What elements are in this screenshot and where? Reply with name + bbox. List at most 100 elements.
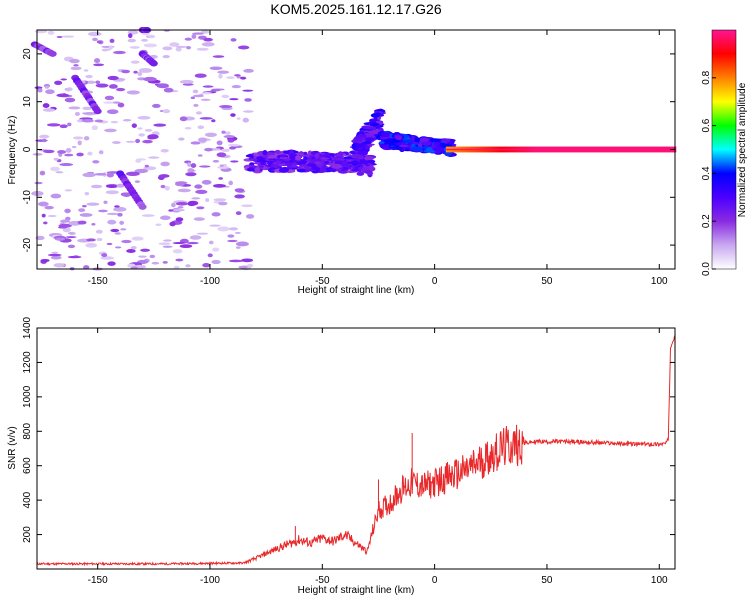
heatmap-cell (73, 255, 79, 258)
heatmap-cell (187, 201, 197, 207)
heatmap-cell (106, 242, 113, 246)
heatmap-cell (108, 45, 113, 50)
heatmap-cell (153, 123, 167, 127)
heatmap-cell (107, 219, 117, 225)
heatmap-cell (113, 50, 126, 55)
heatmap-cell (158, 242, 171, 246)
heatmap-cell (137, 71, 143, 77)
heatmap-cell (74, 111, 80, 116)
heatmap-cell (244, 98, 252, 102)
heatmap-cell (135, 138, 141, 144)
heatmap-cell (370, 113, 381, 118)
heatmap-cell (151, 261, 160, 265)
heatmap-cell (200, 30, 210, 34)
heatmap-cell (162, 109, 171, 114)
colorbar-tick-label: 0.6 (701, 118, 712, 132)
heatmap-cell (47, 214, 57, 218)
heatmap-cell (147, 134, 159, 140)
heatmap-cell (134, 180, 141, 184)
heatmap-cell (364, 145, 370, 150)
heatmap-cell (171, 202, 176, 208)
heatmap-cell (389, 145, 395, 148)
heatmap-cell (142, 139, 153, 144)
heatmap-cell (227, 138, 235, 143)
heatmap-cell (95, 83, 109, 88)
heatmap-cell (234, 74, 241, 77)
heatmap-cell (83, 69, 89, 72)
heatmap-cell (168, 209, 174, 212)
y-tick-label: 20 (22, 48, 33, 60)
heatmap-cell (421, 140, 432, 146)
heatmap-cell (297, 152, 304, 156)
heatmap-cell (43, 149, 55, 154)
heatmap-cell (39, 134, 50, 139)
heatmap-cell (95, 229, 103, 234)
heatmap-cell (218, 201, 228, 206)
heatmap-cell (138, 133, 145, 137)
heatmap-cell (141, 214, 155, 217)
heatmap-cell (106, 212, 119, 216)
heatmap-cell (93, 108, 102, 115)
heatmap-cell (107, 261, 116, 266)
heatmap-cell (260, 162, 265, 165)
heatmap-cell (129, 45, 140, 49)
heatmap-cell (380, 132, 391, 137)
heatmap-cell (106, 184, 119, 189)
heatmap-cell (47, 253, 62, 257)
heatmap-cell (46, 123, 61, 127)
heatmap-cell (410, 135, 415, 141)
heatmap-cell (81, 119, 94, 123)
heatmap-cell (175, 258, 184, 262)
snr-y-ticks: 200 400 600 800 1000 1200 1400 (22, 316, 675, 543)
heatmap-cell (234, 188, 245, 193)
heatmap-cell (35, 235, 45, 241)
heatmap-cell (162, 245, 173, 248)
heatmap-cell (197, 137, 208, 143)
heatmap-cell (47, 30, 55, 35)
heatmap-cell (137, 255, 147, 258)
heatmap-cell (228, 259, 243, 263)
heatmap-cell (196, 47, 209, 51)
heatmap-cell (196, 232, 209, 235)
heatmap-cell (207, 253, 213, 258)
heatmap-cell (131, 123, 137, 128)
heatmap-cell (228, 180, 233, 186)
heatmap-cell (212, 247, 220, 252)
heatmap-cell (235, 211, 242, 216)
heatmap-cell (114, 246, 122, 249)
heatmap-cell (213, 198, 227, 202)
heatmap-cell (64, 189, 73, 192)
heatmap-cell (363, 170, 373, 174)
y-tick-label: 800 (22, 423, 33, 440)
heatmap-cell (234, 231, 241, 234)
heatmap-cell (353, 145, 360, 149)
heatmap-cell (119, 220, 124, 225)
heatmap-cell (195, 189, 208, 195)
heatmap-cell (221, 148, 230, 152)
heatmap-cell (196, 206, 205, 210)
heatmap-cell (94, 58, 101, 64)
heatmap-cell (173, 265, 180, 269)
heatmap-cell (204, 132, 217, 137)
heatmap-cell (103, 200, 108, 204)
heatmap-cell (201, 179, 212, 185)
heatmap-cell (186, 45, 192, 50)
heatmap-cell (162, 54, 170, 59)
heatmap-cell (235, 241, 249, 247)
heatmap-cell (245, 214, 255, 219)
heatmap-cell (449, 139, 455, 145)
heatmap-cell (54, 237, 66, 241)
heatmap-cell (42, 108, 56, 112)
heatmap-cell (45, 89, 55, 95)
heatmap-cell (77, 140, 82, 146)
heatmap-cell (141, 38, 148, 42)
heatmap-cell (398, 144, 409, 148)
heatmap-cell (230, 38, 237, 42)
y-tick-label: 1200 (22, 351, 33, 374)
x-tick-label: 100 (651, 276, 668, 287)
heatmap-cell (62, 227, 71, 233)
heatmap-cell (69, 58, 80, 64)
heatmap-cell (217, 70, 230, 74)
heatmap-cell (219, 105, 233, 109)
